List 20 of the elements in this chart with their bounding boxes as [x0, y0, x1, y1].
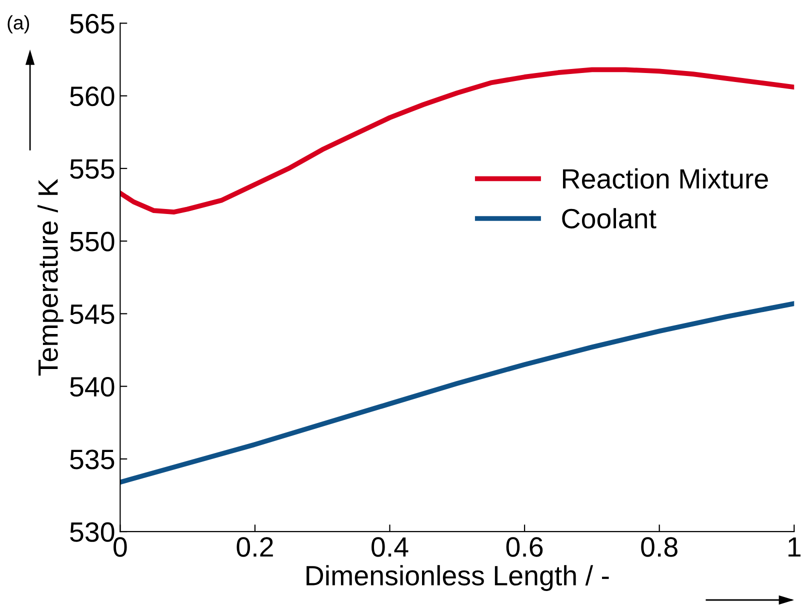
x-axis-title: Dimensionless Length / -	[306, 565, 609, 591]
x-tick-label: 0.6	[506, 537, 543, 557]
y-tick-label: 540	[70, 376, 114, 397]
x-tick-label: 0	[114, 537, 127, 557]
legend-label: Coolant	[562, 208, 656, 228]
y-tick-label: 560	[70, 86, 114, 106]
x-tick-label: 0.8	[641, 537, 678, 557]
y-axis-title: Temperature / K	[38, 178, 64, 376]
x-tick-label: 0.4	[372, 537, 408, 557]
text: (a)	[8, 15, 30, 34]
y-tick-label: 550	[70, 232, 114, 252]
y-tick-label: 530	[70, 522, 114, 542]
legend-label: Reaction Mixture	[563, 168, 768, 189]
y-tick-label: 565	[70, 14, 114, 34]
y-tick-label: 555	[70, 159, 114, 179]
x-tick-label: 0.2	[236, 537, 273, 557]
line-series	[120, 301, 794, 485]
y-tick-label: 545	[70, 304, 114, 324]
y-tick-label: 535	[70, 450, 114, 470]
x-tick-label: 1	[788, 537, 801, 557]
